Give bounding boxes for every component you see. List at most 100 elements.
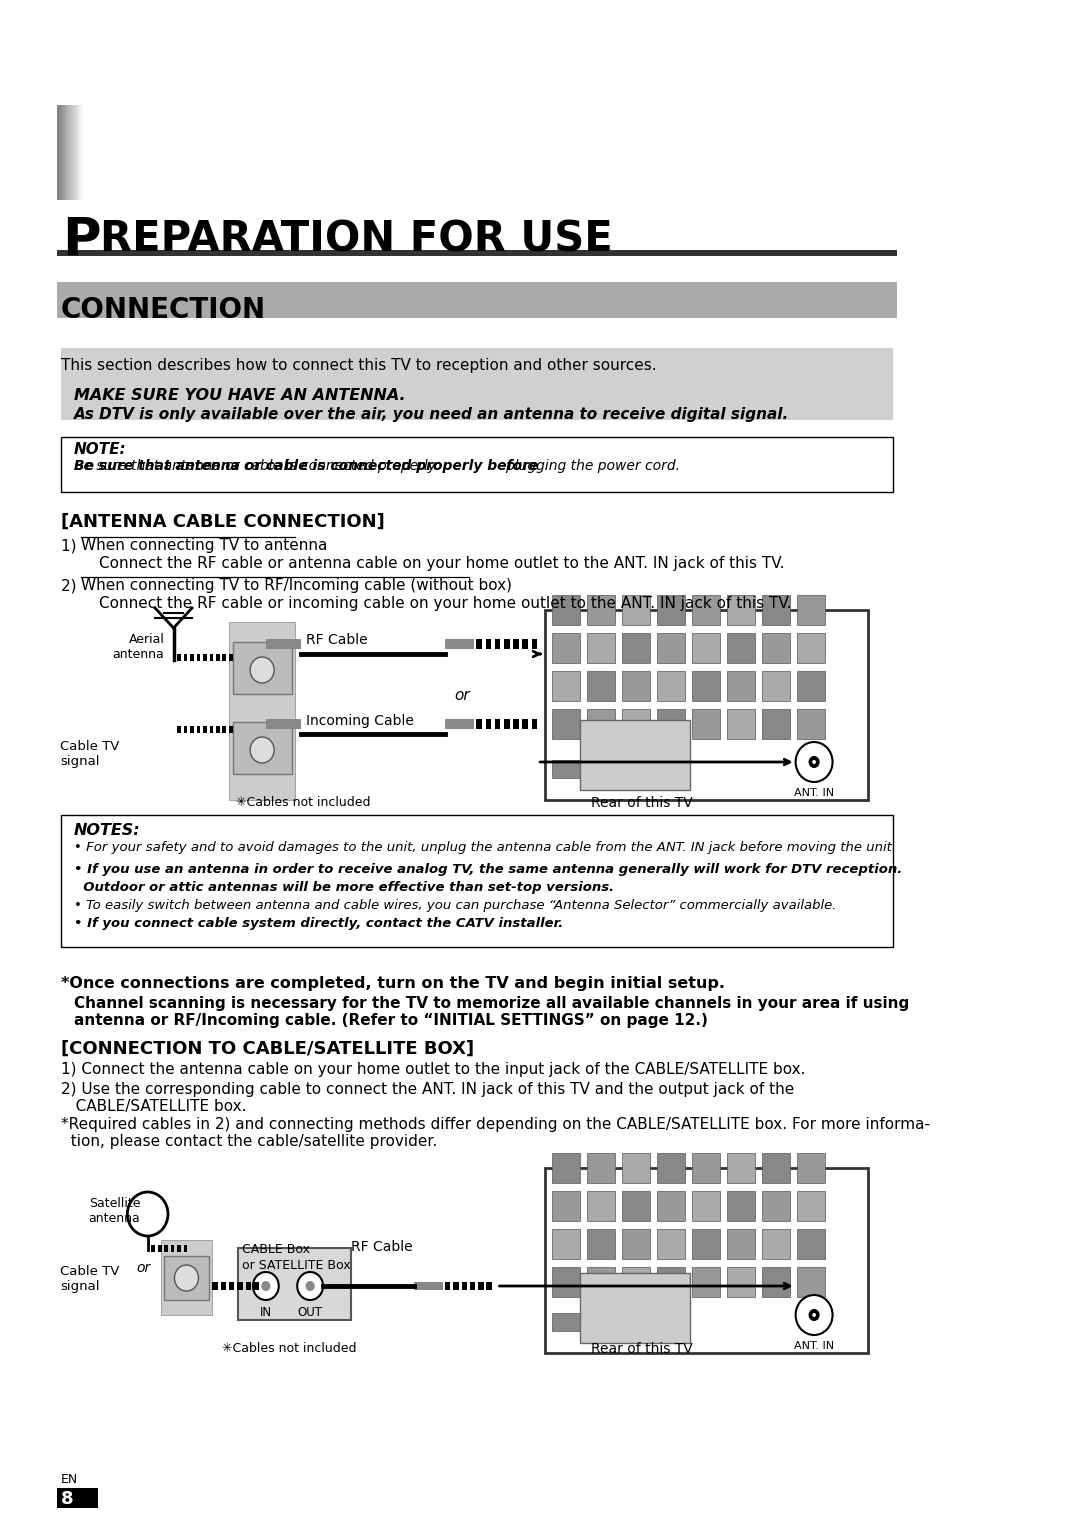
Bar [552, 1267, 580, 1297]
Text: • If you connect cable system directly, contact the CATV installer.: • If you connect cable system directly, … [73, 917, 563, 931]
Bar [552, 1229, 580, 1259]
Bar [414, 1282, 443, 1290]
Text: Incoming Cable: Incoming Cable [307, 714, 415, 727]
Bar [588, 1267, 615, 1297]
Circle shape [796, 1296, 833, 1335]
Bar [184, 654, 187, 662]
Bar [445, 720, 474, 729]
Bar [197, 654, 200, 662]
Bar [177, 726, 181, 733]
Bar [552, 709, 580, 740]
Text: P: P [62, 215, 100, 267]
Bar [588, 594, 615, 625]
Bar [461, 1282, 467, 1290]
Bar [552, 1154, 580, 1183]
Text: tion, please contact the cable/satellite provider.: tion, please contact the cable/satellite… [60, 1134, 437, 1149]
Bar [552, 671, 580, 701]
Text: Outdoor or attic antennas will be more effective than set-top versions.: Outdoor or attic antennas will be more e… [73, 882, 613, 894]
Bar [495, 639, 500, 649]
Bar [210, 726, 213, 733]
Bar [203, 654, 206, 662]
Circle shape [809, 756, 820, 769]
Circle shape [127, 1192, 168, 1236]
Text: OUT: OUT [298, 1306, 323, 1319]
Bar [588, 671, 615, 701]
Bar [692, 709, 720, 740]
Text: EN: EN [60, 1473, 78, 1487]
Bar [797, 1190, 825, 1221]
Bar [57, 251, 897, 257]
Bar [622, 709, 650, 740]
Bar [552, 594, 580, 625]
Bar [658, 1154, 685, 1183]
Bar [692, 1229, 720, 1259]
Bar [454, 1282, 459, 1290]
Text: Be sure that antenna or cable is connected properly                plugging the : Be sure that antenna or cable is connect… [73, 458, 679, 474]
Bar [190, 726, 193, 733]
Bar [523, 639, 528, 649]
Text: RF Cable: RF Cable [307, 633, 368, 646]
Circle shape [175, 1265, 199, 1291]
Text: Connect the RF cable or antenna cable on your home outlet to the ANT. IN jack of: Connect the RF cable or antenna cable on… [98, 556, 784, 571]
Text: Cable TV
signal: Cable TV signal [60, 740, 120, 769]
Bar [190, 654, 193, 662]
Bar [203, 726, 206, 733]
Text: antenna or RF/Incoming cable. (Refer to “INITIAL SETTINGS” on page 12.): antenna or RF/Incoming cable. (Refer to … [73, 1013, 707, 1028]
Bar [445, 639, 474, 649]
Bar [552, 759, 580, 778]
Bar [177, 1245, 181, 1251]
Bar [57, 283, 897, 318]
Bar [245, 1282, 251, 1290]
Bar [478, 1282, 484, 1290]
Bar [658, 759, 685, 778]
Circle shape [253, 1271, 279, 1300]
Bar [229, 654, 232, 662]
Text: CABLE Box: CABLE Box [242, 1242, 310, 1256]
Bar [476, 639, 482, 649]
Text: [ANTENNA CABLE CONNECTION]: [ANTENNA CABLE CONNECTION] [60, 513, 384, 532]
Text: MAKE SURE YOU HAVE AN ANTENNA.: MAKE SURE YOU HAVE AN ANTENNA. [73, 388, 405, 403]
Bar [470, 1282, 475, 1290]
Bar [216, 726, 219, 733]
Bar [588, 1154, 615, 1183]
Bar [552, 1190, 580, 1221]
Bar [184, 1245, 187, 1251]
Text: Aerial
antenna: Aerial antenna [112, 633, 164, 662]
Text: *Once connections are completed, turn on the TV and begin initial setup.: *Once connections are completed, turn on… [60, 976, 725, 992]
Bar [727, 671, 755, 701]
Bar [164, 1256, 208, 1300]
Circle shape [251, 657, 274, 683]
Text: Connect the RF cable or incoming cable on your home outlet to the ANT. IN jack o: Connect the RF cable or incoming cable o… [98, 596, 792, 611]
Bar [171, 1245, 175, 1251]
Bar [622, 1267, 650, 1297]
Bar [727, 709, 755, 740]
Text: NOTES:: NOTES: [73, 824, 140, 837]
Text: Rear of this TV: Rear of this TV [591, 796, 692, 810]
Bar [692, 1190, 720, 1221]
Text: or: or [136, 1261, 151, 1274]
Bar [220, 1282, 226, 1290]
Bar [151, 1245, 156, 1251]
Bar [762, 633, 791, 663]
Text: ANT. IN: ANT. IN [794, 788, 834, 798]
Bar [622, 759, 650, 778]
Bar [531, 639, 537, 649]
Bar [580, 1273, 690, 1343]
Bar [544, 610, 867, 801]
Bar [164, 1245, 168, 1251]
Text: NOTE:: NOTE: [73, 442, 126, 457]
Bar [658, 709, 685, 740]
Bar [486, 720, 491, 729]
Bar [622, 1154, 650, 1183]
Circle shape [297, 1271, 323, 1300]
Bar [727, 1267, 755, 1297]
Bar [588, 709, 615, 740]
Text: 1): 1) [60, 538, 81, 553]
Bar [232, 642, 292, 694]
Bar [213, 1282, 218, 1290]
Text: When connecting TV to antenna: When connecting TV to antenna [81, 538, 327, 553]
Bar [504, 639, 510, 649]
Bar [762, 1154, 791, 1183]
Bar [692, 1267, 720, 1297]
Circle shape [306, 1280, 314, 1291]
